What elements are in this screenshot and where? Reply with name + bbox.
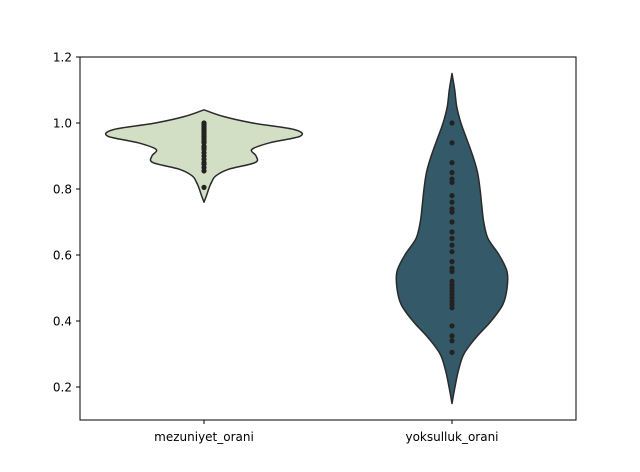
data-point <box>449 242 455 248</box>
data-point <box>449 176 455 182</box>
data-point <box>449 193 455 199</box>
y-axis: 0.2 0.4 0.6 0.8 1.0 1.2 <box>53 51 80 395</box>
data-point <box>449 278 455 284</box>
data-point <box>449 249 455 255</box>
data-point <box>449 323 455 329</box>
y-tick-label: 1.2 <box>53 51 72 65</box>
y-tick-label: 0.4 <box>53 315 72 329</box>
data-point <box>449 140 455 146</box>
data-point <box>201 120 207 126</box>
data-point <box>449 349 455 355</box>
plot-area <box>104 72 509 405</box>
data-point <box>449 160 455 166</box>
y-tick-label: 0.6 <box>53 249 72 263</box>
x-tick-label: yoksulluk_orani <box>405 430 498 444</box>
y-tick-label: 0.2 <box>53 381 72 395</box>
y-tick-label: 1.0 <box>53 117 72 131</box>
data-point <box>449 206 455 212</box>
data-point <box>449 333 455 339</box>
data-point <box>449 229 455 235</box>
data-point <box>449 259 455 265</box>
data-point <box>449 235 455 242</box>
data-point <box>201 184 207 190</box>
violin-yoksulluk_orani <box>395 72 509 405</box>
data-point <box>449 338 455 344</box>
data-point <box>449 120 455 126</box>
data-point <box>449 199 455 205</box>
x-tick-label: mezuniyet_orani <box>154 430 254 444</box>
violin-mezuniyet_orani <box>104 109 304 203</box>
axes-frame <box>79 56 577 421</box>
data-point <box>449 265 455 271</box>
y-tick-label: 0.8 <box>53 183 72 197</box>
data-point <box>449 169 455 176</box>
x-axis: mezuniyet_orani yoksulluk_orani <box>154 420 499 444</box>
data-point <box>449 219 455 225</box>
